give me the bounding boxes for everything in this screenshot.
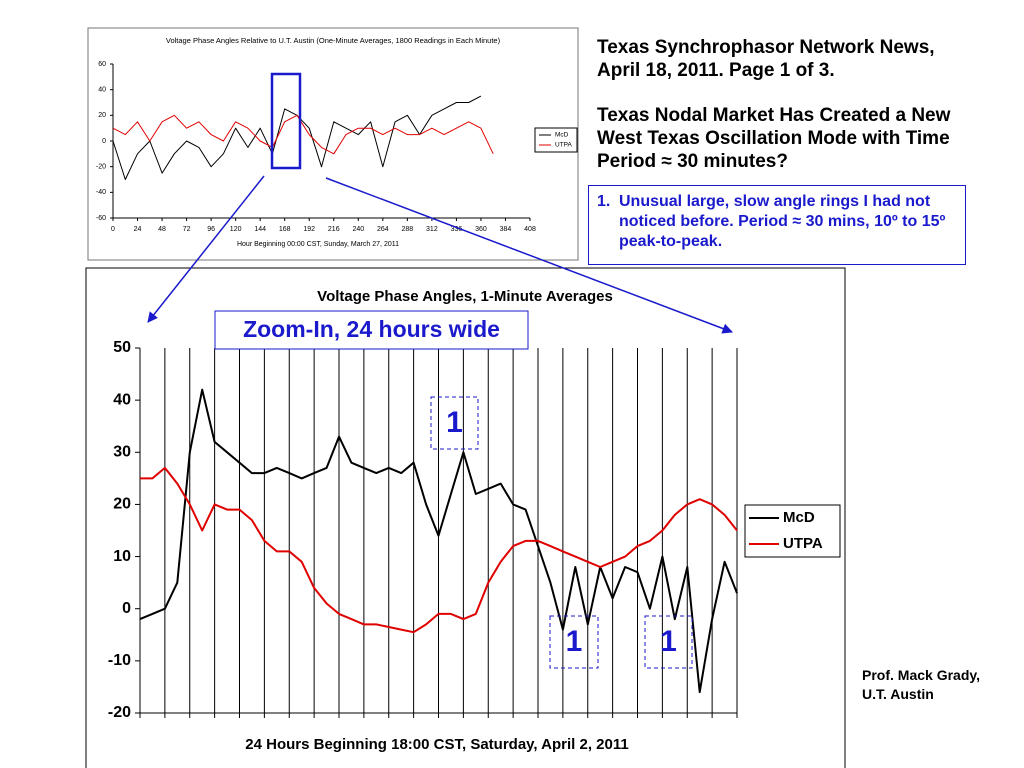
legend-label: McD	[555, 132, 569, 139]
big-chart-frame	[85, 267, 846, 768]
annotation: 1	[566, 625, 583, 658]
annotation-box	[644, 615, 693, 669]
y-tick-label: 0	[102, 138, 106, 145]
annotation: 1	[446, 406, 463, 439]
y-tick-label: 20	[113, 496, 131, 513]
legend-label: UTPA	[555, 142, 573, 149]
x-tick-label: 288	[402, 226, 414, 233]
x-tick-label: 360	[475, 226, 487, 233]
note-box: 1. Unusual large, slow angle rings I had…	[588, 185, 966, 265]
x-tick-label: 144	[254, 226, 266, 233]
credit-line: U.T. Austin	[862, 686, 934, 702]
x-tick-label: 192	[303, 226, 315, 233]
credit: Prof. Mack Grady, U.T. Austin	[862, 666, 980, 704]
y-tick-label: 50	[113, 339, 131, 356]
y-tick-label: 40	[113, 391, 131, 408]
legend-box	[744, 504, 841, 558]
note-number: 1.	[597, 193, 611, 210]
annotation: 1	[660, 625, 677, 658]
series-line	[140, 466, 738, 634]
y-tick-label: 60	[98, 61, 106, 68]
small-chart-frame	[87, 27, 579, 261]
series-line	[139, 388, 738, 694]
legend-label: UTPA	[783, 535, 823, 552]
y-tick-label: 0	[122, 600, 131, 617]
annotation-box	[549, 615, 599, 669]
zoom-arrow	[147, 175, 265, 323]
headline: Texas Nodal Market Has Created a New Wes…	[597, 105, 951, 172]
x-tick-label: 72	[183, 226, 191, 233]
x-axis-label: 24 Hours Beginning 18:00 CST, Saturday, …	[245, 736, 628, 753]
legend-box	[534, 127, 578, 153]
x-tick-label: 384	[500, 226, 512, 233]
zoom-arrow	[325, 177, 733, 334]
x-tick-label: 240	[352, 226, 364, 233]
chart-title: Voltage Phase Angles Relative to U.T. Au…	[166, 36, 501, 45]
y-tick-label: -20	[96, 164, 106, 171]
y-tick-label: 20	[98, 112, 106, 119]
x-tick-label: 96	[207, 226, 215, 233]
credit-line: Prof. Mack Grady,	[862, 667, 981, 683]
x-tick-label: 408	[524, 226, 536, 233]
series-line	[112, 114, 494, 155]
y-tick-label: 10	[113, 548, 131, 565]
y-tick-label: 40	[98, 87, 106, 94]
x-tick-label: 0	[111, 226, 115, 233]
y-tick-label: -10	[108, 652, 131, 669]
legend-label: McD	[783, 509, 815, 526]
x-axis-label: Hour Beginning 00:00 CST, Sunday, March …	[237, 241, 399, 248]
chart-title: Voltage Phase Angles, 1-Minute Averages	[317, 288, 613, 305]
y-tick-label: 30	[113, 444, 131, 461]
x-tick-label: 168	[279, 226, 291, 233]
x-tick-label: 120	[230, 226, 242, 233]
annotation-box	[430, 396, 479, 450]
annotation: Zoom-In, 24 hours wide	[243, 316, 500, 342]
x-tick-label: 216	[328, 226, 340, 233]
zoom-box	[270, 72, 302, 170]
x-tick-label: 24	[134, 226, 142, 233]
page-title: Texas Synchrophasor Network News, April …	[597, 37, 935, 81]
x-tick-label: 312	[426, 226, 438, 233]
y-tick-label: -40	[96, 189, 106, 196]
y-tick-label: -60	[96, 215, 106, 222]
note-text: Unusual large, slow angle rings I had no…	[619, 193, 946, 250]
y-tick-label: -20	[108, 704, 131, 721]
x-tick-label: 336	[451, 226, 463, 233]
x-tick-label: 48	[158, 226, 166, 233]
annotation-box	[214, 310, 529, 350]
x-tick-label: 264	[377, 226, 389, 233]
